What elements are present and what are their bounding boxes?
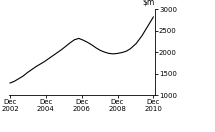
Text: $m: $m bbox=[143, 0, 155, 7]
